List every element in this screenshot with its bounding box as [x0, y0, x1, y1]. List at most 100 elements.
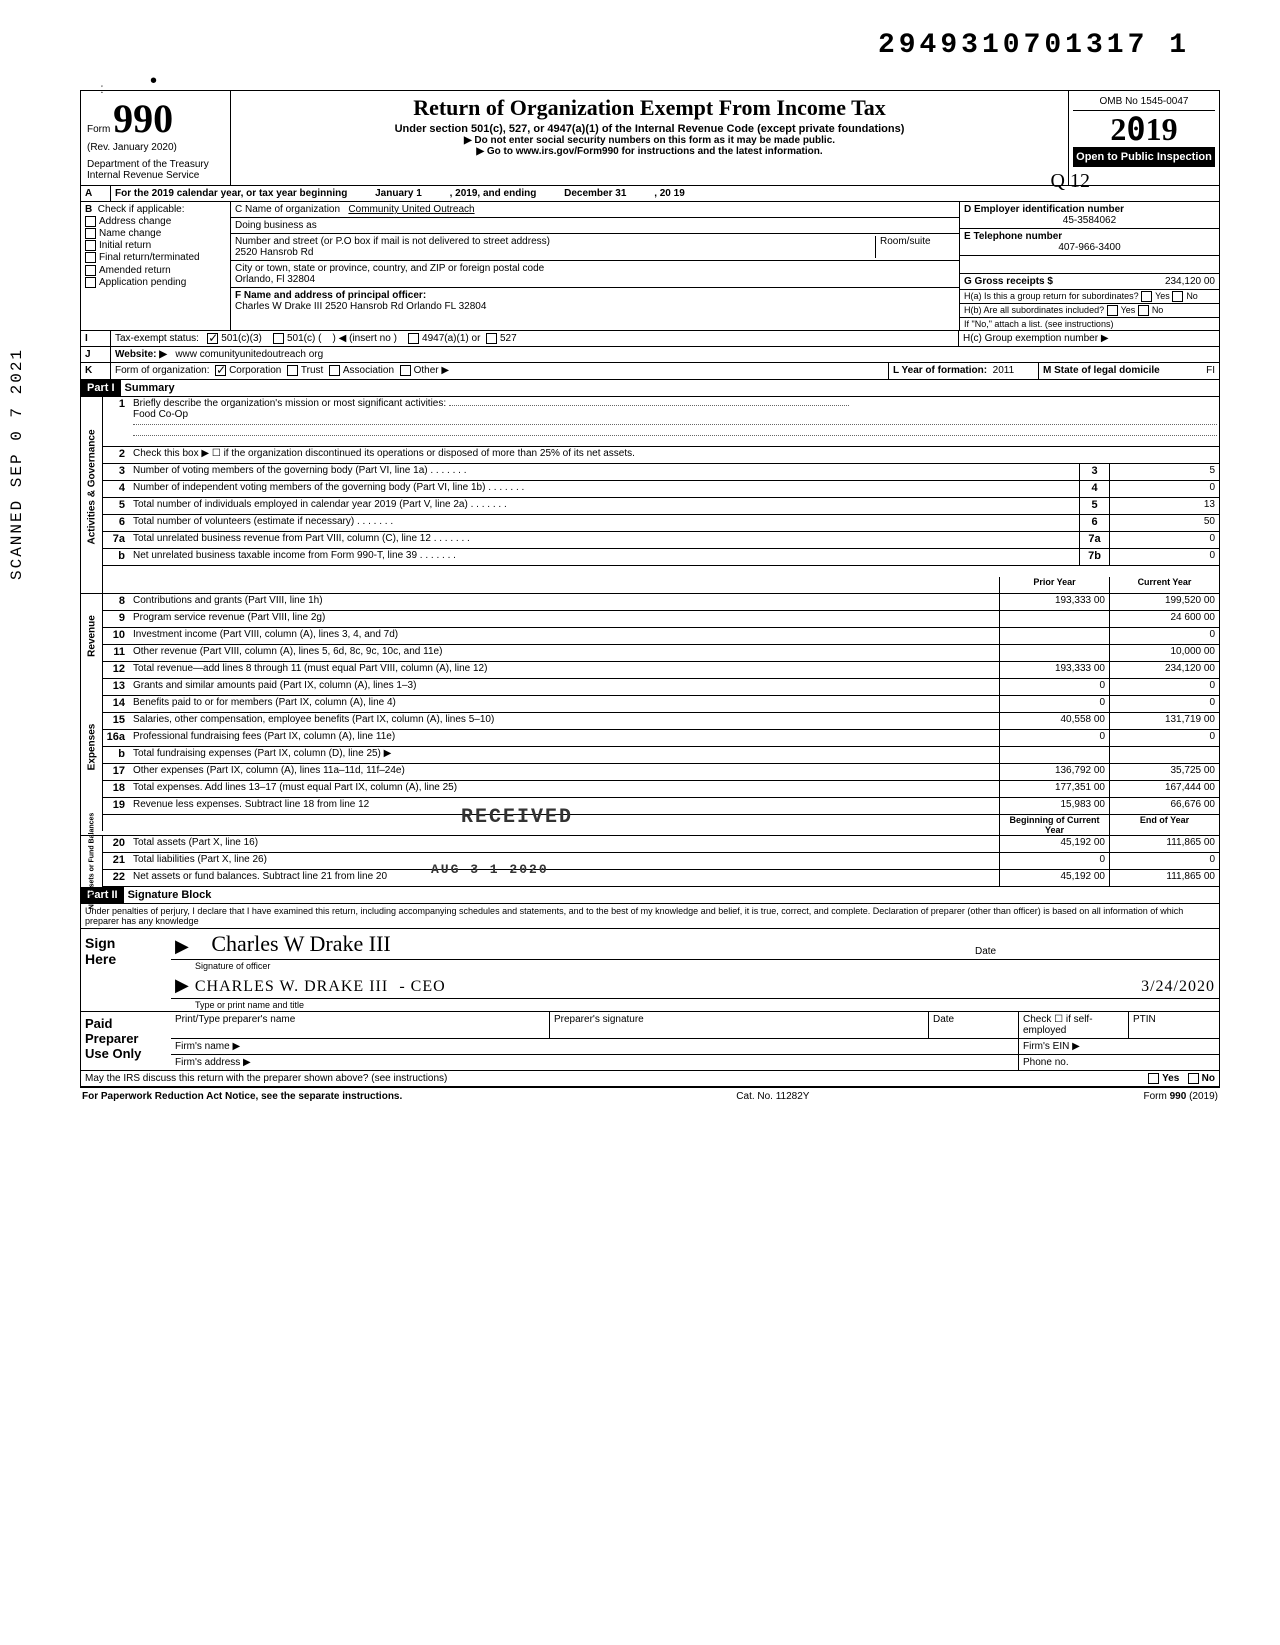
line-num: 18 [103, 781, 131, 797]
paid-row-2: Firm's name ▶ Firm's EIN ▶ [171, 1039, 1219, 1055]
line-text: Salaries, other compensation, employee b… [131, 713, 999, 729]
h-b-note: If "No," attach a list. (see instruction… [960, 318, 1219, 330]
checkbox-icon[interactable] [1107, 305, 1118, 316]
checkbox-corp[interactable] [215, 365, 226, 376]
b-heading: Check if applicable: [98, 204, 185, 215]
prior-value [999, 645, 1109, 661]
current-value: 0 [1109, 679, 1219, 695]
net-body: 20 Total assets (Part X, line 16) 45,192… [103, 836, 1219, 887]
line-num: 17 [103, 764, 131, 780]
ptin-label: PTIN [1129, 1012, 1219, 1038]
line-num: 15 [103, 713, 131, 729]
current-value: 0 [1109, 628, 1219, 644]
opt-name-change[interactable]: Name change [85, 228, 226, 239]
line-num: 22 [103, 870, 131, 886]
line-num: 12 [103, 662, 131, 678]
header-right: OMB No 1545-0047 2019 Open to Public Ins… [1069, 91, 1219, 185]
checkbox-yes[interactable] [1148, 1073, 1159, 1084]
opt-application-pending[interactable]: Application pending [85, 277, 226, 288]
line-text: Contributions and grants (Part VIII, lin… [131, 594, 999, 610]
line-text: Benefits paid to or for members (Part IX… [131, 696, 999, 712]
prior-value: 193,333 00 [999, 662, 1109, 678]
prior-value: 0 [999, 679, 1109, 695]
f-label: F Name and address of principal officer: [235, 290, 426, 301]
prior-value: 15,983 00 [999, 798, 1109, 814]
gov-body: 1 Briefly describe the organization's mi… [103, 397, 1219, 577]
mission-value: Food Co-Op [133, 409, 188, 420]
label-j: J [81, 347, 111, 362]
opt-initial-return[interactable]: Initial return [85, 240, 226, 251]
opt-address-change[interactable]: Address change [85, 216, 226, 227]
i-content: Tax-exempt status: 501(c)(3) 501(c) ( ) … [111, 331, 959, 346]
checkbox-501c[interactable] [273, 333, 284, 344]
line-value: 5 [1109, 464, 1219, 480]
h-c: H(c) Group exemption number ▶ [959, 331, 1219, 346]
opt-501c: 501(c) ( [287, 333, 321, 344]
checkbox-other[interactable] [400, 365, 411, 376]
line-num: 4 [103, 481, 131, 497]
opt-label: Name change [99, 228, 161, 239]
checkbox-icon [85, 228, 96, 239]
gross-receipts: 234,120 00 [1165, 276, 1215, 287]
checkbox-trust[interactable] [287, 365, 298, 376]
opt-label: Final return/terminated [99, 253, 200, 264]
checkbox-501c3[interactable] [207, 333, 218, 344]
summary-line: 8 Contributions and grants (Part VIII, l… [103, 594, 1219, 611]
a-begin: January 1 [375, 188, 422, 199]
prior-value: 136,792 00 [999, 764, 1109, 780]
line-box: 4 [1079, 481, 1109, 497]
l1-label: Briefly describe the organization's miss… [133, 398, 446, 409]
line-text: Number of independent voting members of … [131, 481, 1079, 497]
prior-value [999, 611, 1109, 627]
line-num: b [103, 549, 131, 565]
street-value: 2520 Hansrob Rd [235, 247, 875, 258]
d-row: D Employer identification number 45-3584… [960, 202, 1219, 229]
opt-amended-return[interactable]: Amended return [85, 265, 226, 276]
checkbox-icon [85, 277, 96, 288]
checkbox-icon[interactable] [1172, 291, 1183, 302]
prior-value: 177,351 00 [999, 781, 1109, 797]
line-num: 13 [103, 679, 131, 695]
summary-line: 6 Total number of volunteers (estimate i… [103, 515, 1219, 532]
row-a: A For the 2019 calendar year, or tax yea… [81, 186, 1219, 202]
checkbox-icon[interactable] [1141, 291, 1152, 302]
firm-ein-label: Firm's EIN ▶ [1019, 1039, 1219, 1054]
part1-net-section: Net Assets or Fund Balances 20 Total ass… [81, 836, 1219, 887]
row-k: K Form of organization: Corporation Trus… [81, 363, 1219, 379]
opt-final-return[interactable]: Final return/terminated [85, 252, 226, 263]
prior-value: 193,333 00 [999, 594, 1109, 610]
checkbox-527[interactable] [486, 333, 497, 344]
checkbox-4947[interactable] [408, 333, 419, 344]
form-title: Return of Organization Exempt From Incom… [239, 95, 1060, 121]
k-content: Form of organization: Corporation Trust … [111, 363, 889, 378]
blank-row [960, 256, 1219, 274]
label-a: A [81, 186, 111, 201]
discuss-row: May the IRS discuss this return with the… [81, 1071, 1219, 1087]
tick-mark: ː [100, 80, 104, 96]
part1-rev-section: Revenue 8 Contributions and grants (Part… [81, 594, 1219, 679]
form-word: Form [87, 124, 110, 135]
checkbox-icon[interactable] [1138, 305, 1149, 316]
opt-other: Other ▶ [414, 366, 449, 377]
footer-right: Form 990 (2019) [1144, 1091, 1218, 1102]
ein-value: 45-3584062 [964, 215, 1215, 226]
prior-value [999, 628, 1109, 644]
current-value: 234,120 00 [1109, 662, 1219, 678]
dept-treasury: Department of the Treasury Internal Reve… [87, 159, 224, 181]
website-value: www comunityunitedoutreach org [175, 349, 323, 360]
line-num: b [103, 747, 131, 763]
line-text: Total number of individuals employed in … [131, 498, 1079, 514]
prior-value: 0 [999, 696, 1109, 712]
yes-label: Yes [1162, 1073, 1179, 1084]
prior-value [999, 747, 1109, 763]
line-1: 1 Briefly describe the organization's mi… [103, 397, 1219, 447]
line-text: Grants and similar amounts paid (Part IX… [131, 679, 999, 695]
checkbox-assoc[interactable] [329, 365, 340, 376]
side-expenses: Expenses [81, 679, 103, 815]
line-num: 2 [103, 447, 131, 463]
dot-mark: • [150, 70, 157, 93]
date-label: Date [975, 946, 1055, 957]
checkbox-no[interactable] [1188, 1073, 1199, 1084]
col-eoy: End of Year [1109, 815, 1219, 835]
a-end: December 31 [564, 188, 626, 199]
